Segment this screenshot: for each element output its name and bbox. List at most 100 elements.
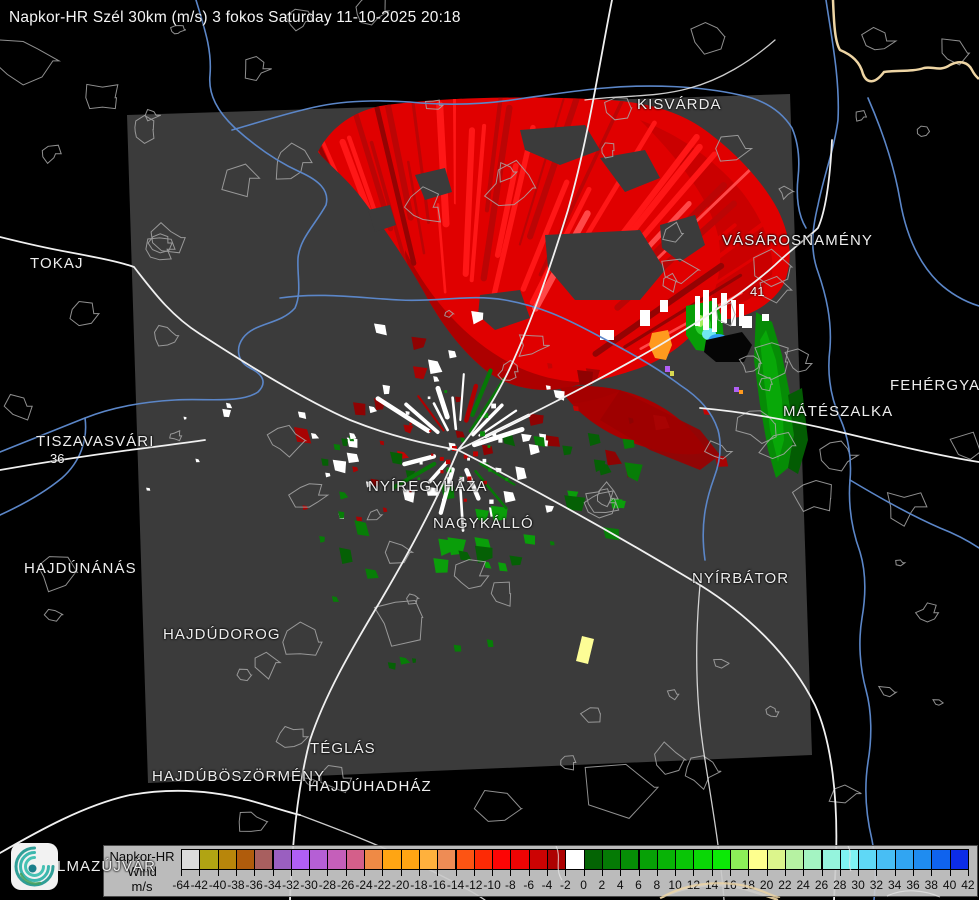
settlement-outline bbox=[373, 599, 424, 647]
settlement-outline bbox=[221, 163, 261, 198]
legend-tick bbox=[711, 870, 713, 876]
legend-tick bbox=[565, 870, 567, 876]
settlement-outline bbox=[941, 38, 971, 66]
echo-patch bbox=[382, 384, 390, 395]
settlement-outline bbox=[453, 559, 490, 590]
radar-echo-layer bbox=[146, 97, 808, 670]
legend-box bbox=[309, 849, 329, 870]
legend-tick bbox=[693, 870, 695, 876]
legend-tick-label: -32 bbox=[282, 878, 300, 892]
center-spoke bbox=[438, 467, 455, 515]
echo-patch bbox=[484, 561, 492, 569]
legend-tick-label: 2 bbox=[598, 878, 606, 892]
settlement-outline bbox=[753, 248, 794, 288]
settlement-outline bbox=[499, 161, 519, 183]
settlement-outline bbox=[266, 424, 308, 458]
velocity-streak bbox=[494, 163, 519, 258]
settlement-outline bbox=[604, 97, 633, 121]
echo-patch bbox=[352, 466, 359, 473]
echo-patch bbox=[412, 658, 417, 663]
echo-patch bbox=[403, 424, 414, 434]
center-speckle bbox=[431, 453, 434, 456]
legend-tick bbox=[858, 870, 860, 876]
settlement-outline bbox=[320, 764, 353, 794]
settlement-outline bbox=[715, 134, 754, 162]
echo-patch bbox=[333, 444, 341, 451]
echo-patch bbox=[523, 534, 535, 545]
echo-patch bbox=[528, 444, 540, 456]
legend-tick-label: 4 bbox=[616, 878, 624, 892]
echo-patch bbox=[545, 435, 560, 447]
velocity-streak bbox=[585, 223, 737, 347]
settlement-outline bbox=[288, 483, 330, 508]
center-speckle bbox=[427, 396, 431, 400]
settlement-outline bbox=[654, 741, 688, 775]
velocity-streak bbox=[367, 97, 414, 221]
legend-box bbox=[455, 849, 475, 870]
legend-tick-label: 38 bbox=[924, 878, 938, 892]
echo-patch bbox=[368, 406, 377, 414]
legend-box bbox=[913, 849, 933, 870]
legend-box bbox=[565, 849, 585, 870]
settlement-outline bbox=[483, 159, 537, 207]
echo-patch bbox=[370, 478, 379, 487]
velocity-streak bbox=[491, 124, 536, 300]
echo-patch bbox=[413, 366, 428, 380]
legend-tick bbox=[949, 870, 951, 876]
settlement-outline bbox=[886, 491, 928, 527]
legend-tick-label: -2 bbox=[559, 878, 571, 892]
center-spoke bbox=[472, 426, 525, 448]
legend-tick-label: 28 bbox=[833, 878, 847, 892]
legend-tick-label: -30 bbox=[300, 878, 318, 892]
legend-box bbox=[784, 849, 805, 870]
echo-patch bbox=[321, 458, 329, 466]
settlement-outline bbox=[236, 668, 253, 682]
center-speckle bbox=[440, 470, 444, 474]
echo-patch bbox=[547, 363, 553, 369]
legend-tick bbox=[839, 870, 841, 876]
center-spoke bbox=[479, 462, 516, 486]
velocity-streak bbox=[484, 97, 505, 213]
echo-patch bbox=[195, 458, 200, 463]
legend-tick bbox=[601, 870, 603, 876]
echo-patch bbox=[533, 436, 545, 447]
center-speckle bbox=[417, 477, 421, 481]
legend-box bbox=[528, 849, 548, 870]
legend-box bbox=[217, 849, 237, 870]
legend-tick bbox=[199, 870, 201, 876]
settlement-outline bbox=[244, 55, 272, 82]
velocity-streak bbox=[648, 236, 788, 327]
country-border-line bbox=[831, 0, 979, 83]
center-speckle bbox=[409, 422, 412, 426]
center-spoke bbox=[435, 385, 450, 420]
center-spoke bbox=[392, 461, 437, 490]
settlement-outline bbox=[735, 410, 777, 445]
legend-box bbox=[290, 849, 311, 870]
echo-patch bbox=[319, 536, 325, 543]
legend-tick bbox=[876, 870, 878, 876]
echo-patch bbox=[605, 449, 622, 466]
settlement-outline bbox=[169, 24, 187, 35]
settlement-outline bbox=[366, 508, 384, 521]
echo-patch bbox=[387, 662, 396, 670]
legend-tick bbox=[730, 870, 731, 876]
center-speckle bbox=[473, 451, 479, 457]
echo-patch bbox=[593, 459, 606, 472]
settlement-outline bbox=[914, 602, 940, 623]
echo-patch bbox=[354, 520, 370, 537]
settlement-outline bbox=[85, 83, 119, 110]
legend-box bbox=[272, 849, 292, 870]
legend-tick bbox=[364, 870, 365, 876]
legend-box bbox=[839, 849, 860, 870]
center-speckle bbox=[483, 413, 489, 418]
road-41 bbox=[457, 139, 833, 451]
legend-tick bbox=[455, 870, 457, 876]
echo-patch bbox=[503, 491, 516, 503]
legend-box bbox=[766, 849, 786, 870]
legend-tick bbox=[217, 870, 219, 876]
center-speckle bbox=[447, 477, 452, 483]
echo-patch bbox=[475, 508, 489, 523]
dark-red-patch-se bbox=[600, 390, 720, 470]
legend-color-scale: -64 -42 -40 -38 -36 -34 -32 -30 -28 -26 -24 -22 -20-… bbox=[104, 846, 979, 898]
